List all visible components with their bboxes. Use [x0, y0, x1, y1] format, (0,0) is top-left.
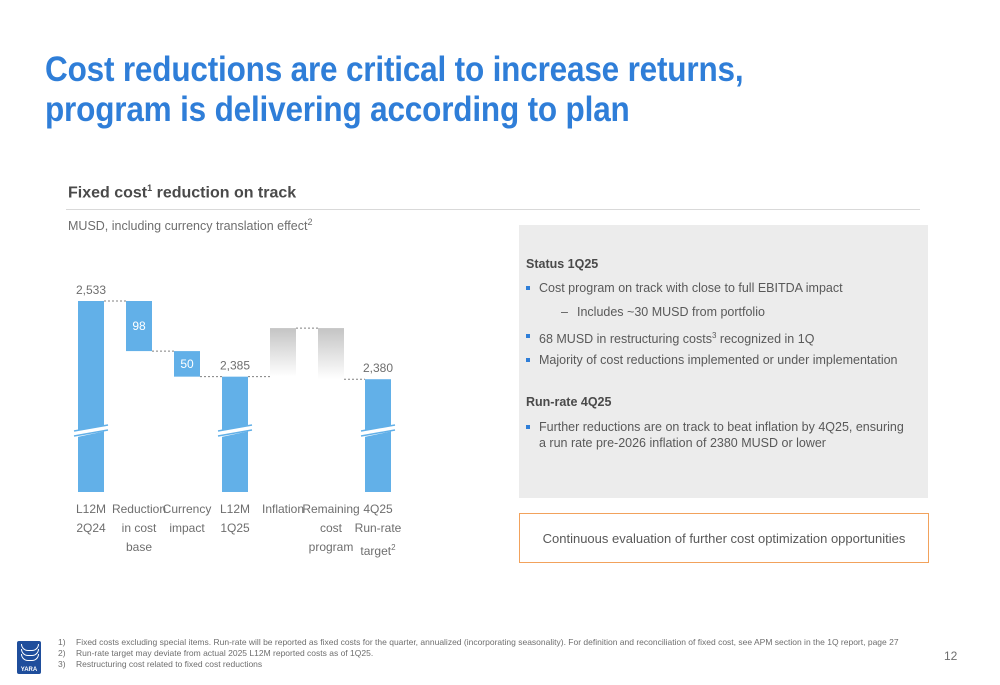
- category-label: L12M 1Q25: [219, 502, 251, 535]
- category-label: 4Q25 Run-rate target2: [354, 502, 402, 558]
- bar-value-label: 2,533: [76, 283, 106, 297]
- logo-word: YARA: [20, 667, 38, 673]
- footnote-number: 2): [58, 648, 66, 658]
- status-title: Status 1Q25: [526, 257, 599, 271]
- bar-remaining-program-faded: [318, 328, 344, 380]
- heading-divider: [66, 209, 920, 210]
- status-bullet-3-text: Majority of cost reductions implemented …: [539, 353, 898, 367]
- status-bullet-1: Cost program on track with close to full…: [526, 280, 919, 296]
- status-panel: [519, 225, 928, 498]
- bar-value-label: 98: [132, 319, 146, 333]
- axis-break-line: [73, 429, 109, 437]
- footnote-text: Fixed costs excluding special items. Run…: [76, 637, 899, 647]
- status-bullet-2: 68 MUSD in restructuring costs3 recogniz…: [526, 328, 919, 347]
- chart-subtitle: MUSD, including currency translation eff…: [68, 217, 312, 233]
- status-bullet-2-sup: 3: [711, 331, 717, 340]
- category-label-sup: 2: [391, 543, 396, 552]
- bar-value-label: 2,385: [220, 359, 250, 373]
- bar-decrease: [174, 351, 200, 377]
- status-bullet-1-text: Cost program on track with close to full…: [539, 281, 843, 295]
- bar-inflation-faded: [270, 328, 296, 377]
- footnote-3: 3) Restructuring cost related to fixed co…: [58, 659, 899, 670]
- footnote-1: 1) Fixed costs excluding special items. R…: [58, 637, 899, 648]
- axis-break-line: [360, 429, 396, 437]
- category-label: Currency impact: [162, 502, 212, 535]
- footnote-2: 2) Run-rate target may deviate from actua…: [58, 648, 899, 659]
- bar-value-label: 2,380: [363, 361, 393, 375]
- page-number: 12: [944, 649, 958, 663]
- category-label: Reduction in cost base: [111, 502, 167, 554]
- bullet-marker: [526, 425, 530, 429]
- footnote-number: 3): [58, 659, 66, 669]
- runrate-title: Run-rate 4Q25: [526, 395, 612, 409]
- footnotes: 1) Fixed costs excluding special items. R…: [58, 637, 899, 670]
- chart-heading-rest: reduction on track: [152, 184, 297, 202]
- callout-text: Continuous evaluation of further cost op…: [542, 530, 906, 546]
- chart-heading-sup: 1: [147, 183, 153, 193]
- footnote-text: Restructuring cost related to fixed cost…: [76, 659, 263, 669]
- status-bullet-2-pre: 68 MUSD in restructuring costs: [539, 332, 712, 347]
- bullet-marker: [526, 358, 530, 362]
- bar-value-label: 50: [180, 357, 194, 371]
- chart-heading: Fixed cost1 reduction on track: [68, 183, 296, 202]
- chart-subtitle-text: MUSD, including currency translation eff…: [68, 219, 308, 234]
- chart-heading-text: Fixed cost: [68, 184, 148, 202]
- bullet-marker: [526, 334, 530, 338]
- axis-break-line: [360, 424, 396, 432]
- footnote-text: Run-rate target may deviate from actual …: [76, 648, 374, 658]
- runrate-bullet-1: Further reductions are on track to beat …: [526, 419, 914, 451]
- axis-break-line: [217, 429, 253, 437]
- category-label: Remaining cost program: [302, 502, 360, 554]
- category-label: L12M 2Q24: [75, 502, 107, 535]
- axis-break-line: [73, 424, 109, 432]
- bar-decrease: [126, 301, 152, 352]
- footnote-number: 1): [58, 637, 66, 647]
- yara-viking-ship-icon: YARA: [17, 641, 41, 674]
- bar-total: [78, 301, 104, 492]
- status-bullet-3: Majority of cost reductions implemented …: [526, 352, 919, 368]
- page-title: Cost reductions are critical to increase…: [45, 50, 855, 130]
- page-title-line-1: Cost reductions are critical to increase…: [45, 50, 744, 89]
- bullet-marker: [526, 286, 530, 290]
- callout-box: Continuous evaluation of further cost op…: [519, 513, 929, 563]
- status-sub-bullet-1-text: Includes ~30 MUSD from portfolio: [577, 305, 765, 319]
- dash-marker: –: [561, 305, 568, 319]
- axis-break-line: [217, 424, 253, 432]
- category-label: Inflation: [261, 502, 305, 516]
- chart-subtitle-sup: 2: [307, 217, 313, 227]
- logo-wave: [21, 654, 39, 661]
- status-bullet-2-post: recognized in 1Q: [716, 332, 815, 347]
- runrate-bullet-1-text: Further reductions are on track to beat …: [539, 420, 904, 450]
- status-sub-bullet-1: – Includes ~30 MUSD from portfolio: [561, 305, 765, 319]
- page-title-line-2: program is delivering according to plan: [45, 90, 630, 129]
